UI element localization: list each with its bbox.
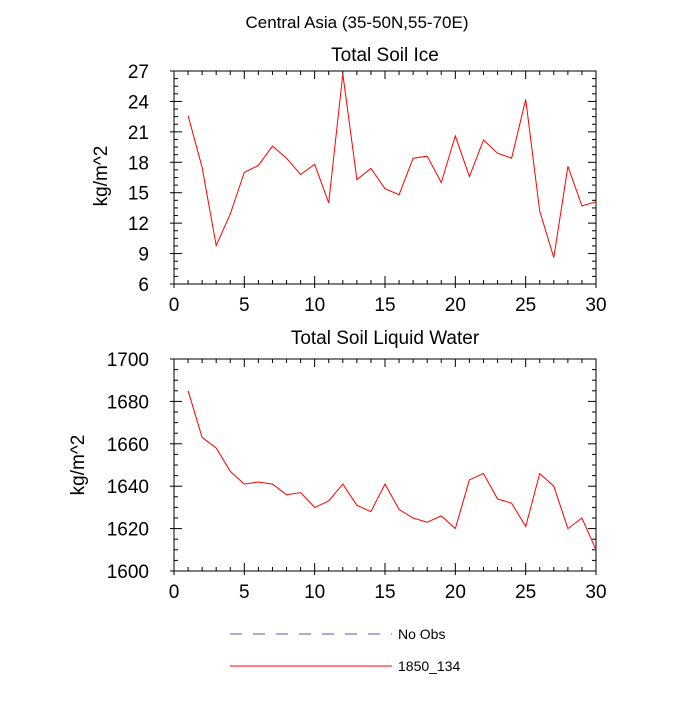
plot-frame (174, 359, 596, 571)
x-tick-labels: 0 5 10 15 20 25 30 (169, 295, 607, 316)
y-tick-label: 24 (128, 92, 150, 113)
tick-marks (170, 359, 596, 575)
x-tick-label: 30 (585, 295, 606, 316)
chart-title: Total Soil Liquid Water (291, 328, 480, 349)
x-tick-label: 10 (304, 295, 325, 316)
y-tick-label: 12 (128, 214, 149, 235)
x-tick-label: 5 (239, 582, 250, 603)
x-tick-label: 20 (445, 582, 466, 603)
x-tick-label: 5 (239, 295, 250, 316)
x-tick-label: 15 (374, 295, 395, 316)
plot-frame (174, 71, 596, 284)
legend-1850-134-label: 1850_134 (398, 658, 461, 674)
y-tick-label: 1680 (107, 392, 149, 413)
y-tick-label: 9 (138, 245, 149, 266)
x-tick-label: 20 (445, 295, 466, 316)
series-group (188, 391, 596, 550)
y-tick-label: 1600 (107, 562, 149, 583)
y-tick-label: 18 (128, 153, 149, 174)
legend-no-obs-label: No Obs (398, 626, 445, 642)
series-group (188, 74, 596, 258)
series-line-1850-134 (188, 391, 596, 550)
y-tick-label: 1700 (107, 350, 149, 371)
chart-total-soil-liquid-water: Total Soil Liquid Water kg/m^2 0 5 10 15 20 2… (68, 328, 607, 603)
y-axis-label: kg/m^2 (91, 146, 112, 207)
series-line-1850-134 (188, 74, 596, 258)
x-tick-label: 25 (515, 582, 536, 603)
x-tick-label: 0 (169, 295, 180, 316)
y-tick-labels: 6 9 12 15 18 21 24 27 (128, 62, 150, 296)
x-tick-label: 15 (374, 582, 395, 603)
y-tick-label: 1620 (107, 520, 149, 541)
chart-title: Total Soil Ice (331, 45, 439, 66)
y-tick-label: 27 (128, 62, 149, 83)
y-tick-label: 1660 (107, 435, 149, 456)
x-tick-label: 0 (169, 582, 180, 603)
x-tick-label: 30 (585, 582, 606, 603)
y-tick-label: 1640 (107, 477, 149, 498)
x-tick-label: 25 (515, 295, 536, 316)
tick-marks (170, 71, 596, 288)
x-tick-label: 10 (304, 582, 325, 603)
y-tick-label: 6 (138, 275, 149, 296)
y-tick-label: 21 (128, 123, 149, 144)
x-tick-labels: 0 5 10 15 20 25 30 (169, 582, 607, 603)
page-title: Central Asia (35-50N,55-70E) (245, 13, 468, 32)
legend: No Obs 1850_134 (230, 626, 461, 674)
y-tick-labels: 1600 1620 1640 1660 1680 1700 (107, 350, 149, 583)
y-tick-label: 15 (128, 184, 149, 205)
chart-total-soil-ice: Total Soil Ice kg/m^2 0 5 10 15 20 25 30 6 9 12 1… (91, 45, 607, 316)
y-axis-label: kg/m^2 (68, 435, 89, 496)
